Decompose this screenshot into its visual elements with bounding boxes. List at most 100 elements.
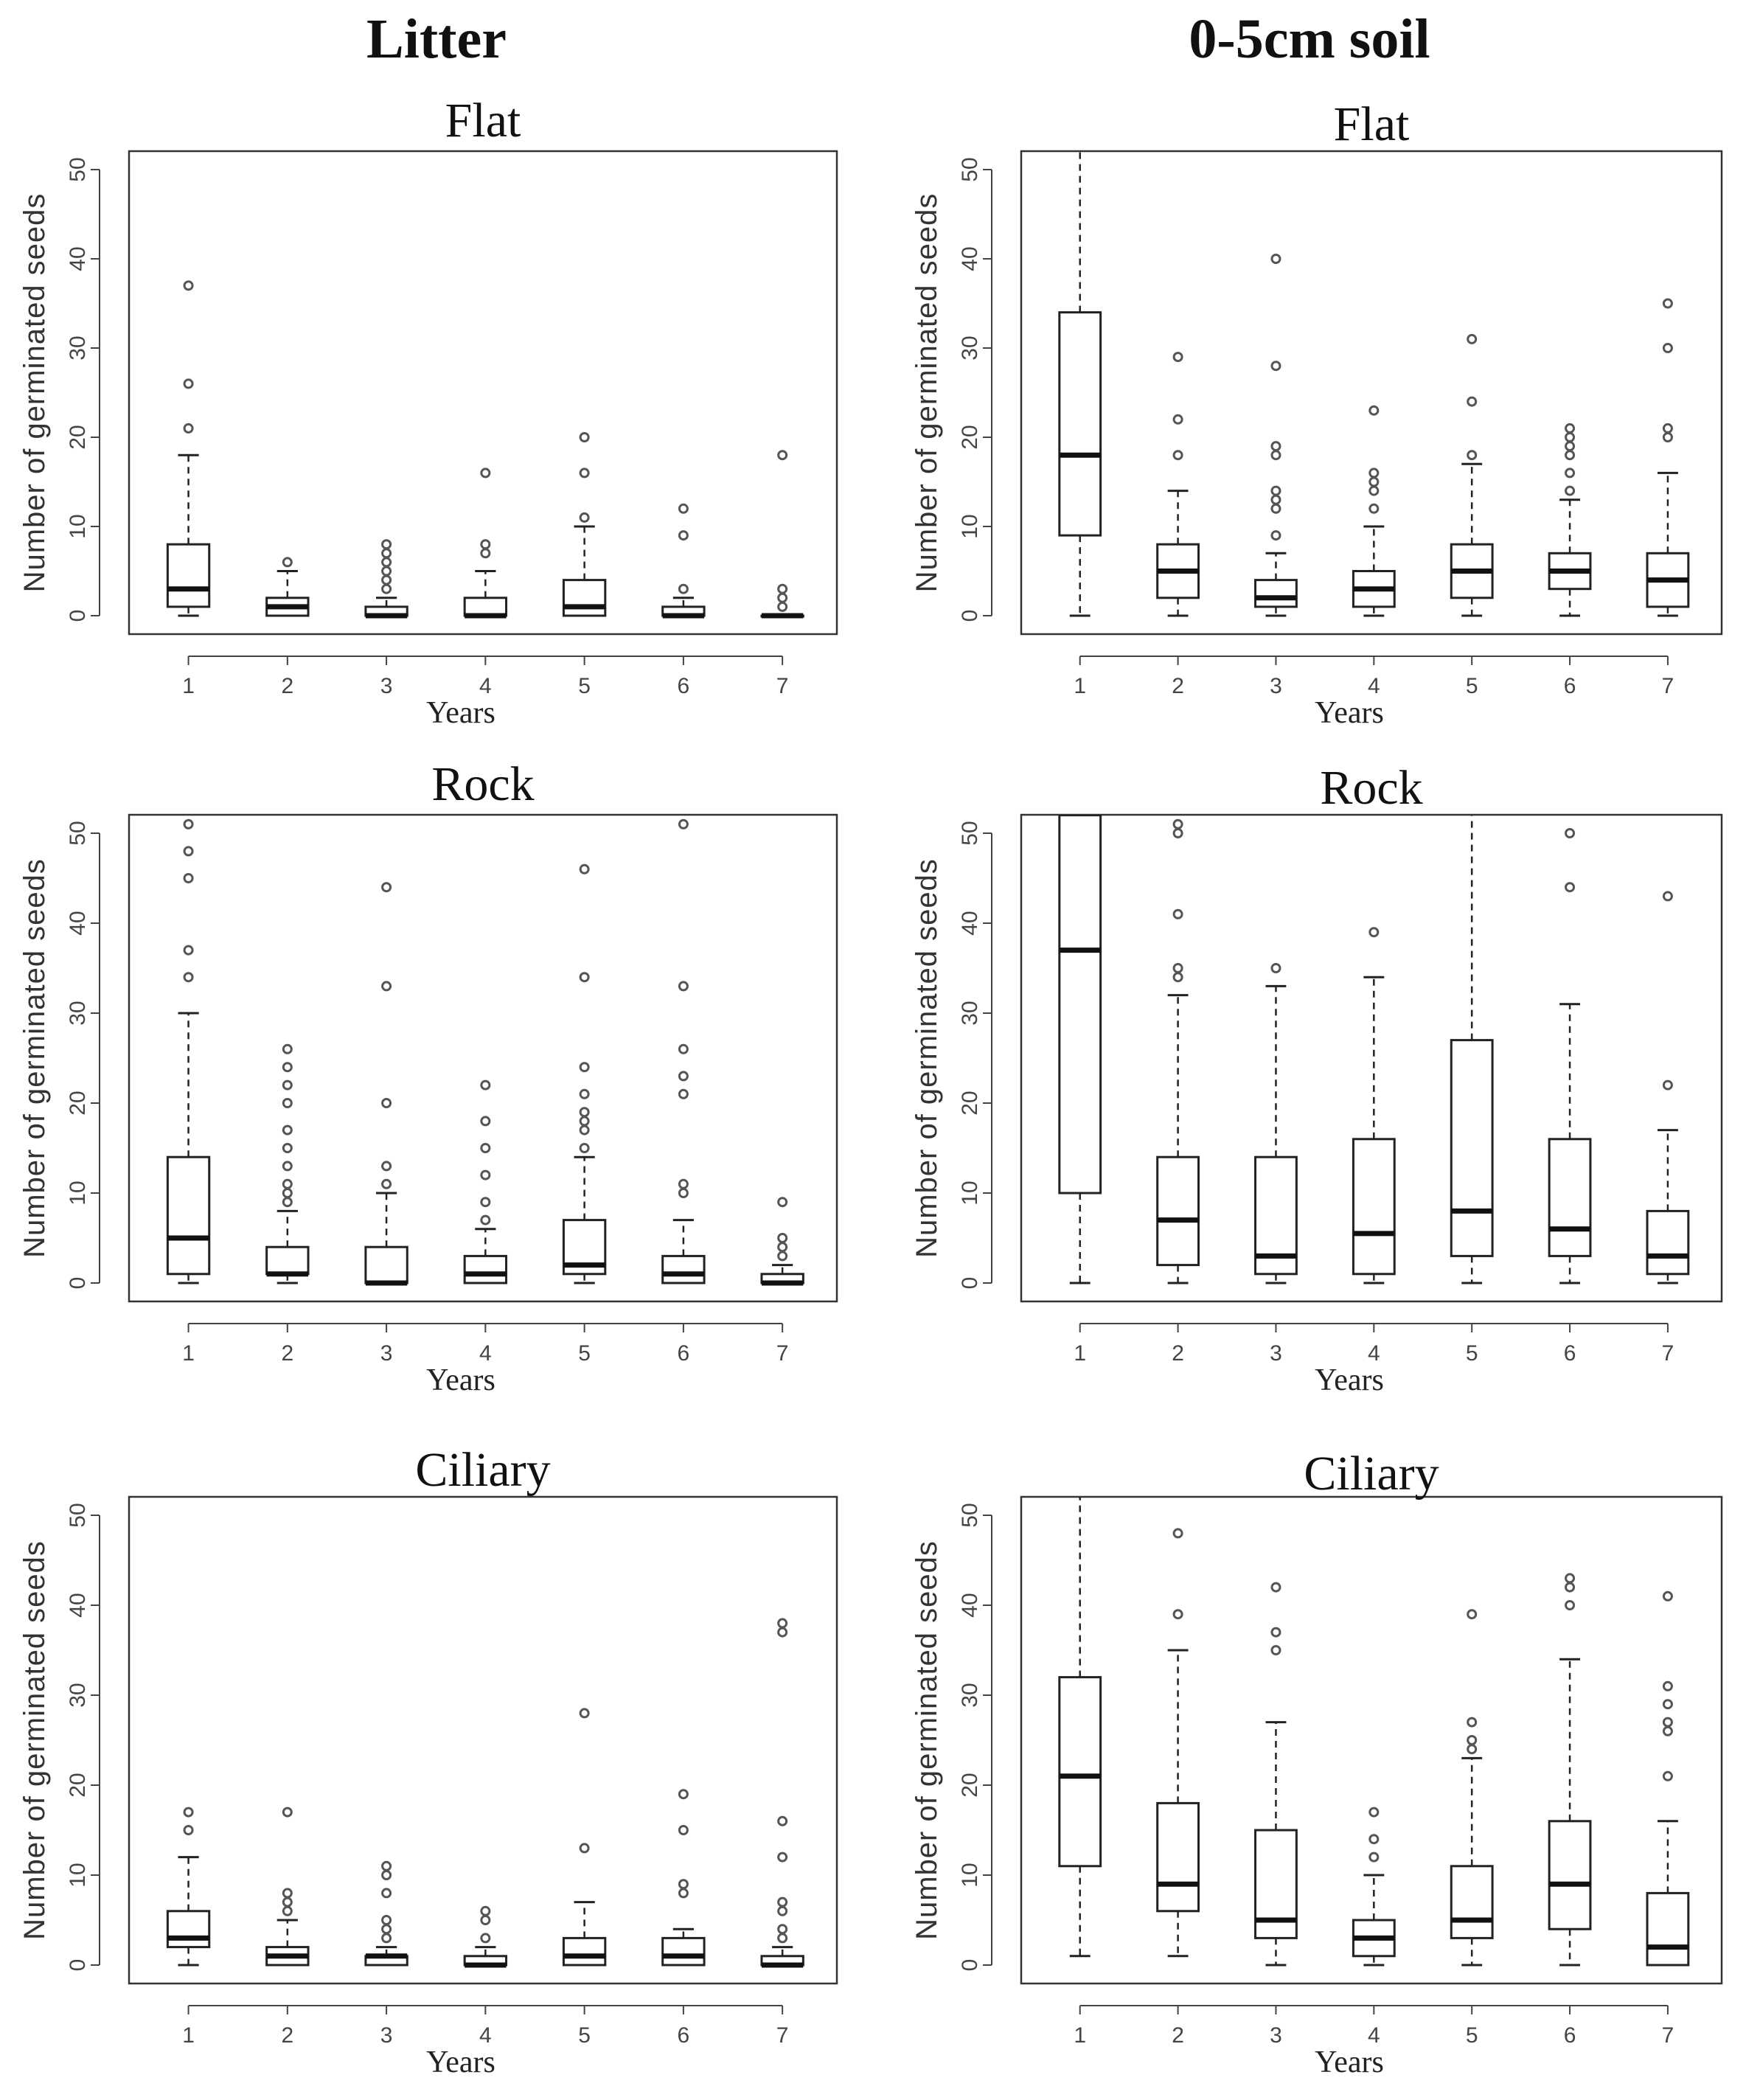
outlier-point — [1172, 1609, 1183, 1620]
outlier-point — [1368, 405, 1380, 416]
box-iqr — [1646, 1209, 1690, 1276]
outlier-point — [777, 1197, 788, 1208]
y-axis-label: Number of germinated seeds — [18, 1540, 51, 1940]
outlier-point — [480, 467, 491, 479]
outlier-point — [480, 1197, 491, 1208]
x-tick-label: 6 — [1564, 2023, 1576, 2048]
box-year-1 — [1058, 1497, 1102, 1958]
outlier-point — [282, 1062, 293, 1073]
x-axis-label: Years — [426, 1363, 495, 1397]
outlier-point — [1565, 432, 1576, 442]
outlier-point — [678, 818, 689, 830]
outlier-point — [183, 846, 194, 857]
outlier-point — [1368, 1834, 1380, 1845]
outlier-point — [1172, 963, 1183, 973]
x-tick-label: 7 — [776, 1341, 789, 1366]
y-tick-label: 50 — [66, 1503, 90, 1527]
x-tick-label: 4 — [1368, 2023, 1380, 2048]
outlier-point — [1368, 503, 1380, 514]
outlier-point — [183, 873, 194, 883]
box-iqr — [463, 597, 508, 617]
outlier-point — [1565, 467, 1576, 479]
outlier-point — [1662, 1699, 1673, 1710]
box-iqr — [562, 579, 607, 617]
y-tick-label: 20 — [958, 1091, 982, 1115]
outlier-point — [480, 539, 491, 550]
outlier-point — [678, 1178, 689, 1189]
box-iqr — [166, 1155, 211, 1276]
outlier-point — [1270, 441, 1281, 452]
plot-frame — [1020, 150, 1723, 636]
box-year-7 — [1646, 298, 1690, 617]
outlier-point — [1270, 254, 1281, 264]
box-year-3 — [364, 539, 408, 619]
outlier-point — [579, 1143, 590, 1153]
outlier-point — [381, 566, 392, 577]
box-year-1 — [1058, 151, 1102, 617]
box-year-2 — [265, 1807, 310, 1967]
outlier-point — [381, 583, 392, 594]
y-tick-label: 40 — [958, 911, 982, 935]
outlier-point — [480, 1905, 491, 1916]
outlier-point — [1662, 423, 1673, 434]
outlier-point — [1467, 396, 1478, 407]
outlier-point — [1270, 1582, 1281, 1593]
y-tick-label: 40 — [958, 246, 982, 271]
x-tick-label: 6 — [1564, 674, 1576, 698]
x-tick-label: 3 — [380, 1341, 393, 1366]
outlier-point — [480, 1915, 491, 1925]
outlier-point — [381, 1888, 392, 1899]
x-tick-label: 2 — [1172, 1341, 1184, 1366]
outlier-point — [1172, 908, 1183, 919]
outlier-point — [1368, 1807, 1380, 1818]
y-tick-label: 10 — [958, 1863, 982, 1887]
x-axis-label: Years — [1315, 1363, 1384, 1397]
x-tick-label: 1 — [1074, 674, 1086, 698]
x-tick-label: 5 — [1466, 1341, 1478, 1366]
box-year-4 — [463, 467, 508, 619]
outlier-point — [1270, 1627, 1281, 1638]
x-axis-label: Years — [426, 696, 495, 730]
box-iqr — [364, 1245, 408, 1284]
box-year-5 — [562, 432, 607, 617]
outlier-point — [1565, 450, 1576, 461]
x-tick-label: 3 — [380, 674, 393, 698]
outlier-point — [579, 432, 590, 442]
outlier-point — [1467, 450, 1478, 461]
box-iqr — [1548, 1138, 1592, 1257]
outlier-point — [579, 1062, 590, 1073]
outlier-point — [282, 1079, 293, 1091]
x-tick-label: 2 — [281, 674, 293, 698]
outlier-point — [282, 1098, 293, 1108]
outlier-point — [1662, 298, 1673, 309]
outlier-point — [777, 1852, 788, 1863]
x-tick-label: 7 — [776, 2023, 789, 2048]
outlier-point — [1662, 1717, 1673, 1728]
outlier-point — [678, 1888, 689, 1899]
x-tick-label: 6 — [678, 674, 690, 698]
outlier-point — [777, 1896, 788, 1908]
x-tick-label: 1 — [1074, 1341, 1086, 1366]
outlier-point — [1467, 1744, 1478, 1755]
y-tick-label: 30 — [958, 1683, 982, 1707]
box-year-7 — [760, 450, 804, 619]
outlier-point — [1270, 494, 1281, 505]
outlier-point — [282, 1043, 293, 1054]
y-axis-label: Number of germinated seeds — [911, 858, 943, 1258]
panel-soil-flat: Flat 0 10 20 30 40 50 Number of germinated seed… — [911, 97, 1723, 730]
outlier-point — [678, 1188, 689, 1198]
outlier-point — [1662, 432, 1673, 442]
x-tick-label: 2 — [1172, 2023, 1184, 2048]
plot-frame — [1020, 1495, 1723, 1985]
y-tick-label: 20 — [66, 1773, 90, 1797]
outlier-point — [381, 557, 392, 568]
outlier-point — [579, 972, 590, 983]
outlier-point — [381, 1098, 392, 1108]
box-iqr — [1450, 1865, 1494, 1939]
box-iqr — [463, 1254, 508, 1284]
x-tick-label: 6 — [678, 2023, 690, 2048]
box-year-4 — [1352, 927, 1396, 1284]
outlier-point — [282, 1188, 293, 1198]
outlier-point — [1270, 503, 1281, 514]
